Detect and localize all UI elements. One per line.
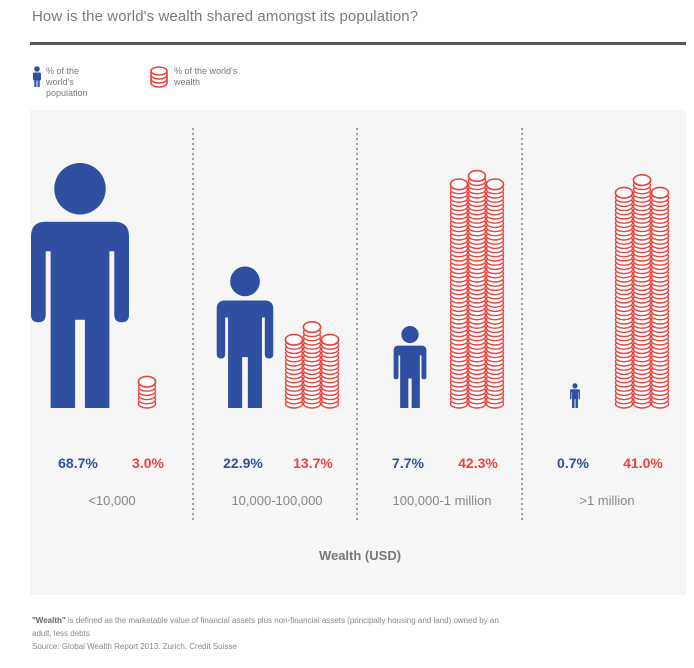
category-label: 100,000-1 million [392,493,491,508]
population-value-label: 7.7% [392,455,424,471]
category-label: 10,000-100,000 [231,493,322,508]
wealth-value-label: 42.3% [458,455,498,471]
population-figure [393,325,427,408]
population-value-label: 22.9% [223,455,263,471]
coin-stack-icon [150,66,168,88]
legend-population: % of the world's population [32,66,108,99]
legend-wealth: % of the world's wealth [148,66,264,88]
category-label: >1 million [579,493,634,508]
wealth-coin-stack [467,169,487,409]
chart-background [30,110,686,595]
wealth-coin-stack [449,178,469,409]
chart-title: How is the world's wealth shared amongst… [32,8,419,25]
legend-wealth-label: % of the world's wealth [174,66,238,87]
wealth-coin-stack [284,333,304,409]
population-figure [570,383,580,408]
x-axis-label: Wealth (USD) [319,548,401,563]
title-rule [30,42,686,45]
wealth-coin-stack [614,186,634,409]
wealth-coin-stack [650,186,670,409]
wealth-coin-stack [137,375,157,409]
population-figure [216,266,274,408]
wealth-coin-stack [302,321,322,409]
wealth-coin-stack [485,178,505,409]
footnote-definition: is defined as the marketable value of fi… [32,616,499,638]
footnote-term: "Wealth" [32,616,66,625]
wealth-value-label: 13.7% [293,455,333,471]
population-value-label: 0.7% [557,455,589,471]
wealth-coin-stack [320,333,340,409]
footnote-source: Source: Global Wealth Report 2013. Zuric… [32,642,237,651]
wealth-coin-stack [632,174,652,409]
person-icon [33,66,41,87]
legend-population-label: % of the world's population [46,66,88,98]
category-label: <10,000 [88,493,135,508]
wealth-value-label: 41.0% [623,455,663,471]
population-value-label: 68.7% [58,455,98,471]
population-figure [31,163,129,408]
wealth-value-label: 3.0% [132,455,164,471]
footnote: "Wealth" is defined as the marketable va… [32,614,512,653]
